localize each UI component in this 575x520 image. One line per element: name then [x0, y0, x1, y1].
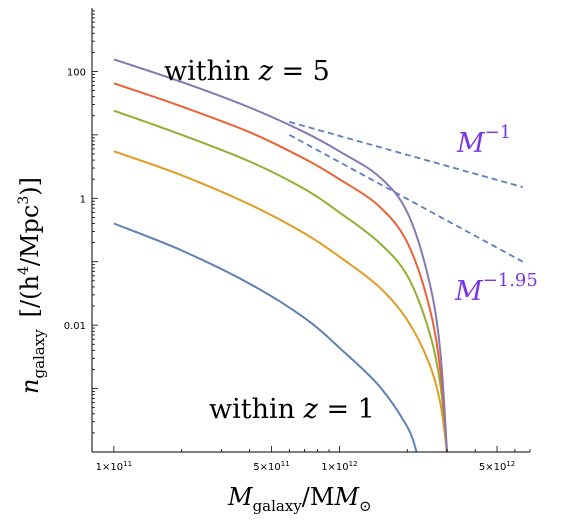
- series-line-3: [113, 82, 448, 453]
- x-tick-label: 5×1012: [479, 460, 515, 473]
- series-line-0: [113, 222, 418, 453]
- plot-marks: [113, 58, 524, 453]
- x-tick-label: 1×1012: [321, 460, 357, 473]
- series-line-2: [113, 109, 448, 453]
- x-tick-label: 1×1011: [96, 460, 132, 473]
- label-m-minus-1-95: M−1.95: [454, 270, 538, 307]
- label-m-minus-1: M−1: [456, 122, 511, 159]
- reference-line-0: [289, 121, 523, 188]
- annotation-within-z1: within z = 1: [209, 394, 375, 425]
- series-line-1: [113, 150, 448, 453]
- axis-ticks: 1×1011 5×1011 1×1012 5×1012 100 1 0.01: [64, 10, 531, 473]
- reference-line-1: [288, 134, 524, 263]
- y-tick-label: 100: [67, 67, 86, 78]
- y-tick-label: 0.01: [64, 321, 86, 332]
- y-axis-label: ngalaxy[/(h4/Mpc3)]: [16, 177, 48, 394]
- y-tick-label: 1: [80, 194, 86, 205]
- x-tick-label: 5×1011: [253, 460, 289, 473]
- x-axis-label: Mgalaxy/MM⊙: [227, 483, 372, 515]
- series-line-4: [113, 58, 448, 453]
- annotation-within-z5: within z = 5: [164, 56, 330, 87]
